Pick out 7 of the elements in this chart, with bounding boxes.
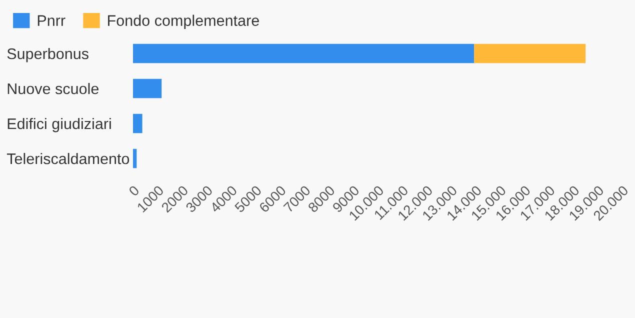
y-tick-label: Nuove scuole <box>8 82 98 94</box>
y-tick-label: Edifici giudiziari <box>8 118 111 132</box>
x-tick-label: 0 <box>128 184 140 197</box>
legend-label: Pnrr <box>38 15 66 26</box>
y-tick-label: Superbonus <box>7 48 88 62</box>
legend-label: Fondo complementare <box>108 14 259 29</box>
y-tick-label: Teleriscaldamento <box>6 152 130 164</box>
